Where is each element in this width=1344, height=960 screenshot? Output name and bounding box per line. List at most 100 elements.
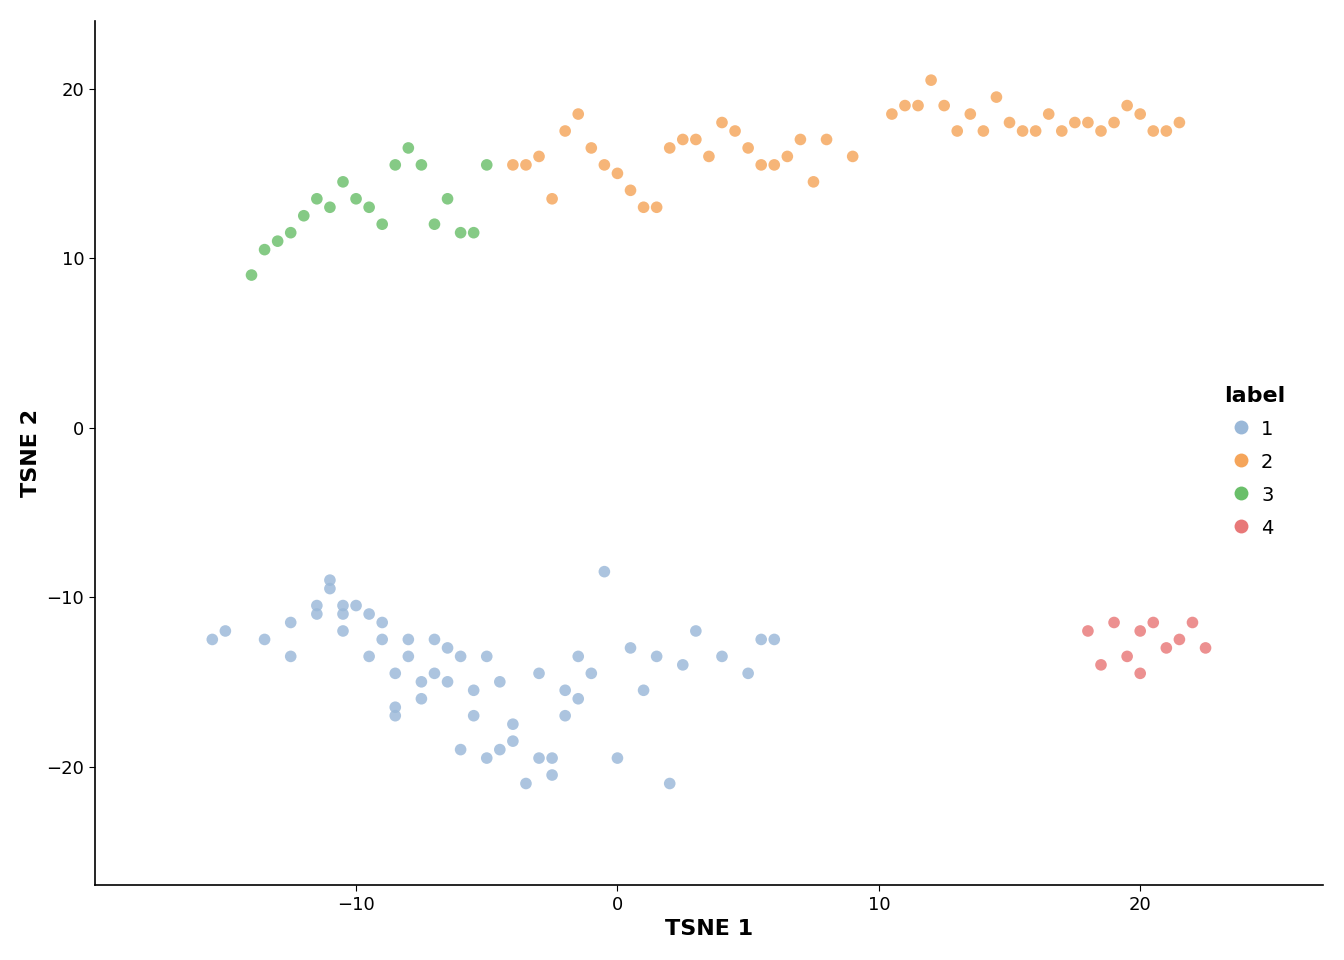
Point [503,157,524,173]
Point [934,98,956,113]
Point [280,614,301,630]
Point [646,649,668,664]
Point [423,665,445,681]
Point [763,157,785,173]
Point [450,649,472,664]
Point [711,649,732,664]
Point [1169,632,1191,647]
Point [1025,123,1047,138]
Point [724,123,746,138]
Point [1142,614,1164,630]
Point [646,200,668,215]
Point [1103,115,1125,131]
Point [371,614,392,630]
Point [738,140,759,156]
Point [698,149,719,164]
Point [542,767,563,782]
Point [528,149,550,164]
Point [332,607,353,622]
Point [1169,115,1191,131]
Point [489,674,511,689]
Point [476,649,497,664]
Point [411,691,433,707]
Point [384,665,406,681]
Point [450,742,472,757]
Point [1077,623,1098,638]
Point [319,200,340,215]
Point [267,233,289,249]
Point [1129,665,1150,681]
Point [659,140,680,156]
Point [1077,115,1098,131]
Point [907,98,929,113]
Point [1103,614,1125,630]
Point [633,683,655,698]
Point [462,225,484,240]
Point [542,191,563,206]
Point [515,157,536,173]
Point [345,191,367,206]
Point [528,665,550,681]
Point [293,208,314,224]
Point [555,683,577,698]
Point [462,708,484,724]
Point [1156,123,1177,138]
Point [319,572,340,588]
Point [280,649,301,664]
Point [332,174,353,189]
Point [384,708,406,724]
Point [476,157,497,173]
Point [606,166,628,181]
Point [750,157,771,173]
Point [254,632,276,647]
Point [332,598,353,613]
Point [411,674,433,689]
Point [894,98,915,113]
Point [1195,640,1216,656]
Point [882,107,903,122]
Point [1090,658,1111,673]
Point [738,665,759,681]
Point [1181,614,1203,630]
Point [594,157,616,173]
Point [398,632,419,647]
Y-axis label: TSNE 2: TSNE 2 [22,409,40,497]
Point [685,623,707,638]
Point [1064,115,1086,131]
Point [359,649,380,664]
Point [946,123,968,138]
Point [1156,640,1177,656]
Point [711,115,732,131]
Point [985,89,1007,105]
Point [437,640,458,656]
Point [1012,123,1034,138]
Point [437,674,458,689]
Point [659,776,680,791]
Point [384,700,406,715]
Point [1117,649,1138,664]
Point [921,72,942,87]
Point [306,607,328,622]
Point [319,581,340,596]
X-axis label: TSNE 1: TSNE 1 [665,919,753,939]
Point [750,632,771,647]
Point [542,751,563,766]
Point [567,107,589,122]
Point [1129,107,1150,122]
Point [816,132,837,147]
Point [306,191,328,206]
Point [633,200,655,215]
Point [672,132,694,147]
Point [450,225,472,240]
Point [215,623,237,638]
Point [672,658,694,673]
Point [437,191,458,206]
Point [777,149,798,164]
Point [332,623,353,638]
Point [567,649,589,664]
Point [384,157,406,173]
Point [581,140,602,156]
Point [620,182,641,198]
Point [960,107,981,122]
Point [515,776,536,791]
